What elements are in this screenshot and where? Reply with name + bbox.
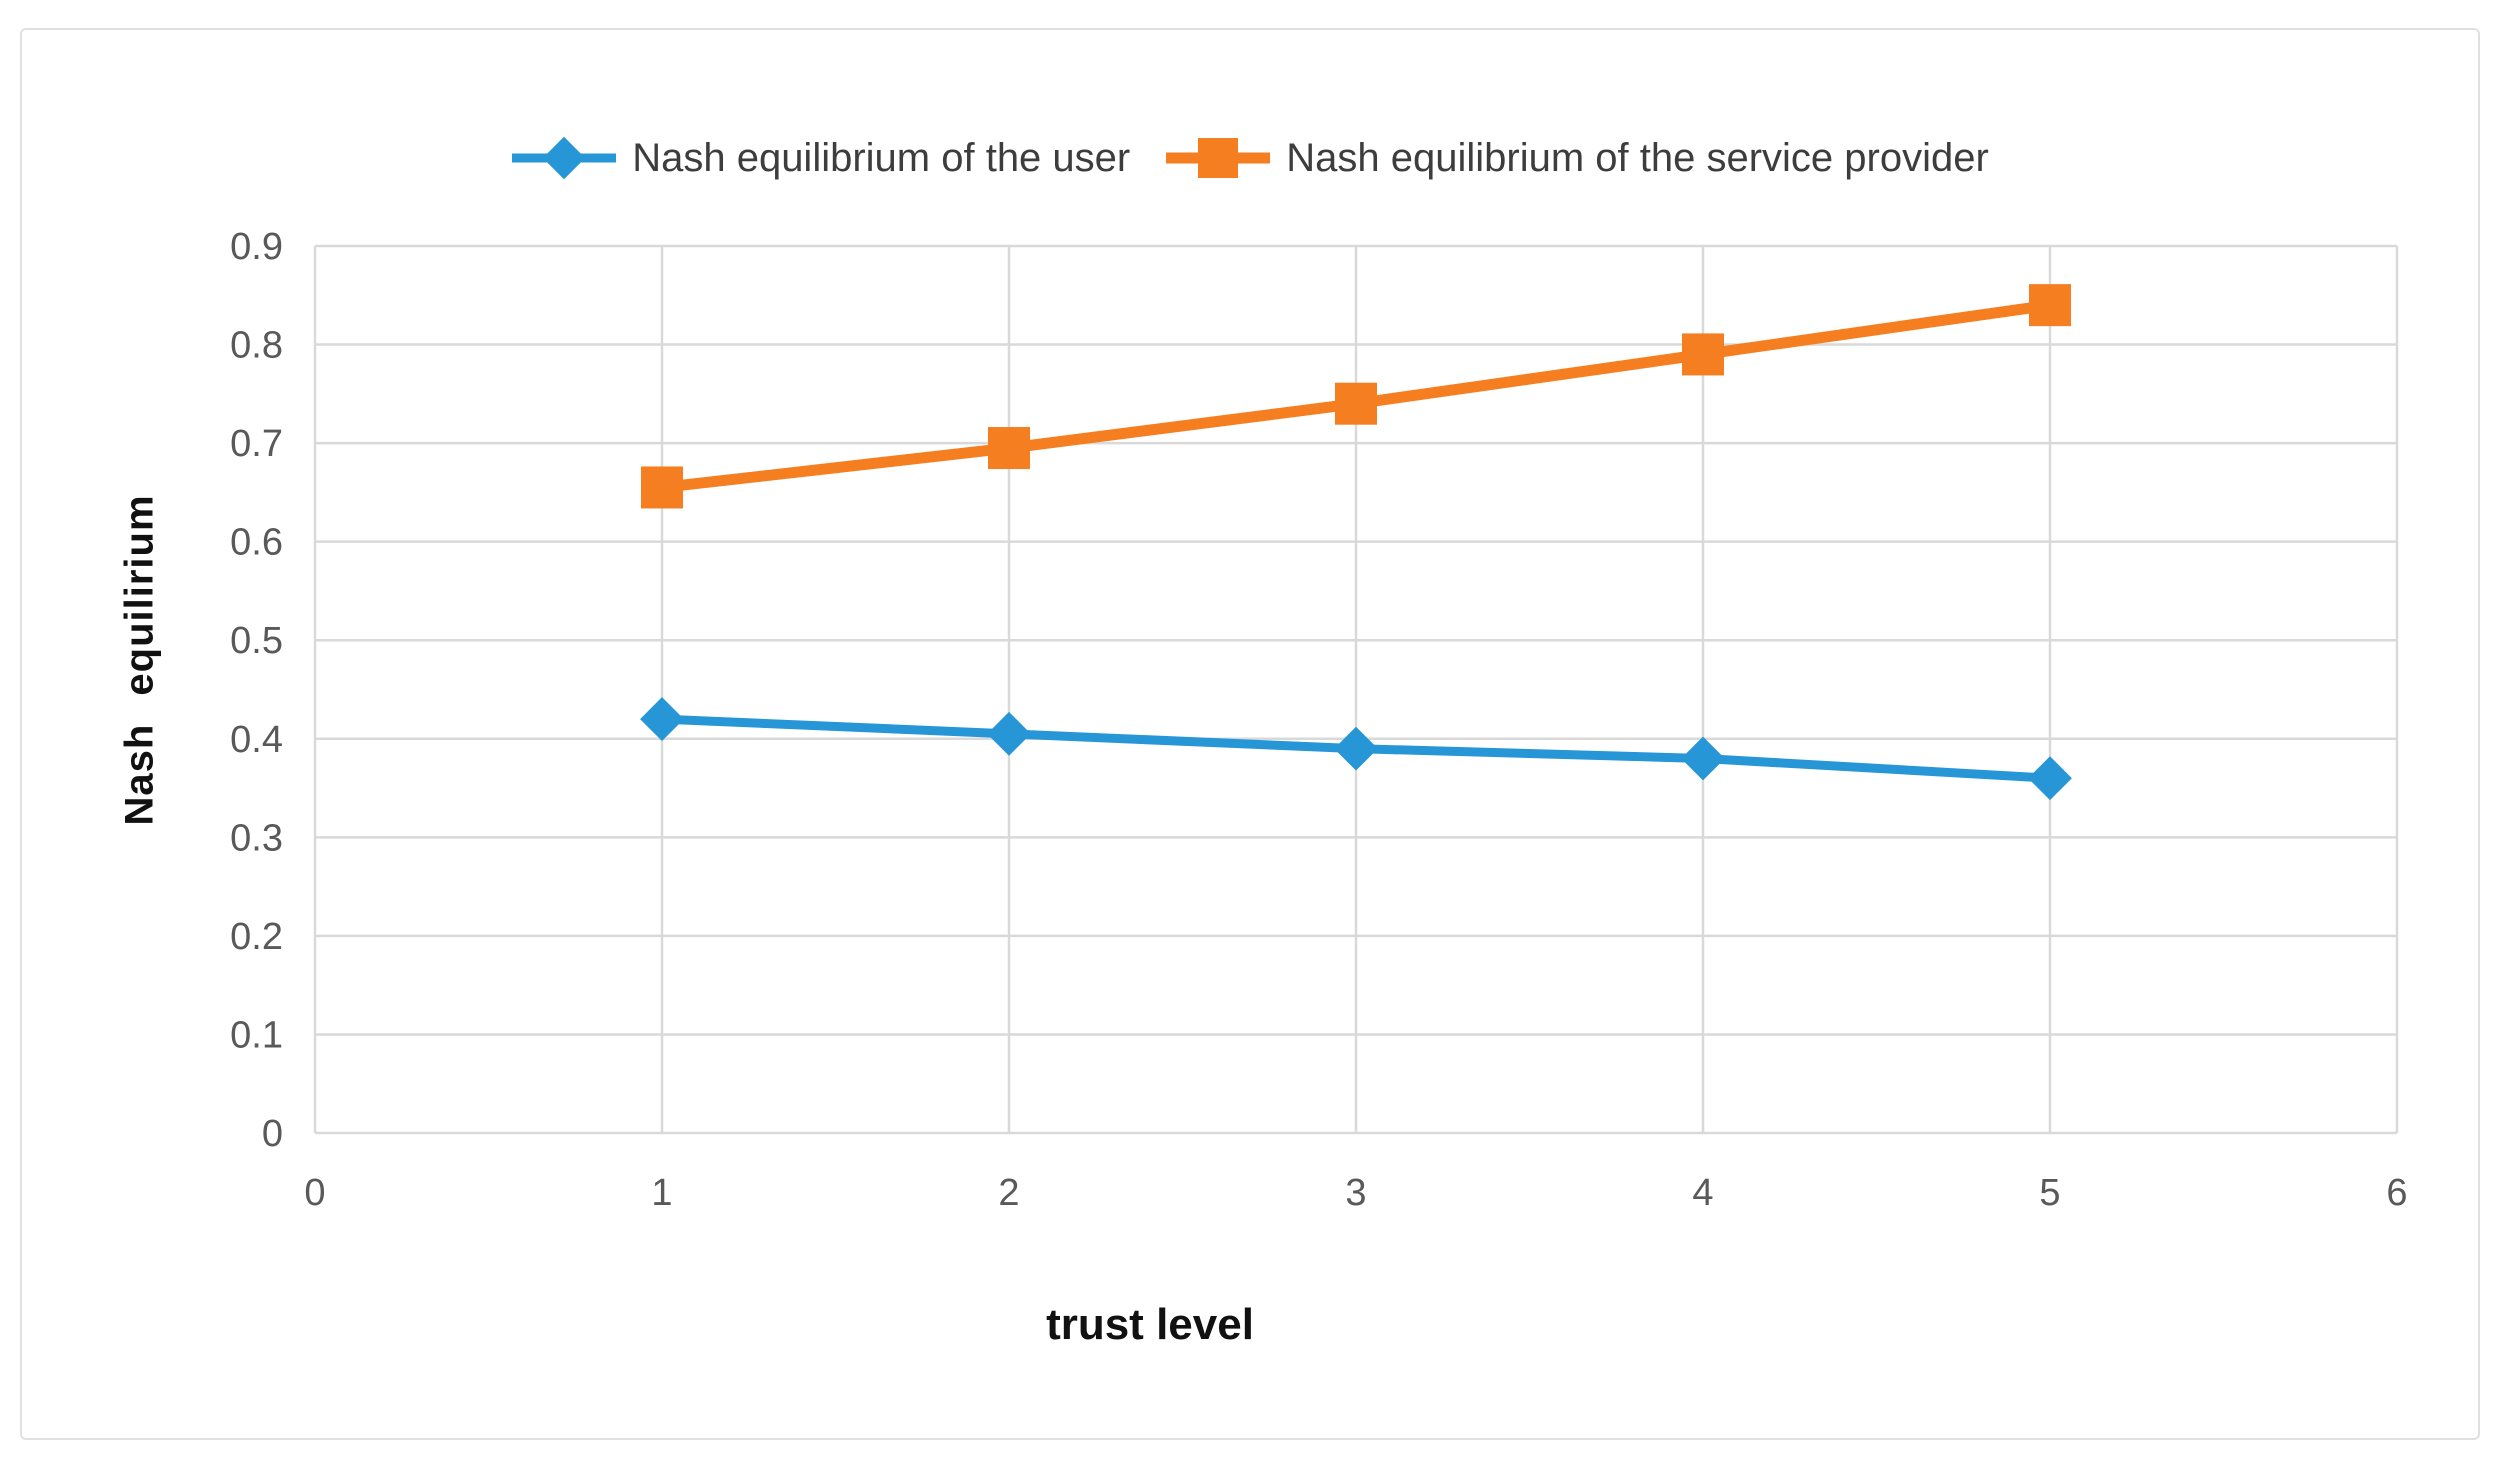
legend-item-service-provider: Nash equilibrium of the service provider (1166, 132, 1989, 184)
legend-label-user: Nash equilibrium of the user (632, 135, 1131, 180)
data-point-marker (987, 711, 1031, 756)
y-tick-label: 0 (262, 1113, 283, 1155)
data-point-marker (640, 697, 684, 741)
x-tick-label: 1 (651, 1172, 672, 1214)
y-tick-label: 0.5 (230, 620, 283, 662)
x-axis-title: trust level (1046, 1300, 1254, 1349)
line-diamond-marker-icon (512, 136, 617, 180)
data-point-marker (1334, 726, 1378, 771)
y-tick-label: 0.3 (230, 817, 283, 859)
data-point-marker (2029, 284, 2071, 327)
data-point-marker (641, 466, 683, 509)
data-point-marker (1682, 333, 1724, 376)
x-tick-label: 5 (2039, 1172, 2060, 1214)
legend-label-service-provider: Nash equilibrium of the service provider (1286, 135, 1989, 180)
y-tick-label: 0.2 (230, 916, 283, 958)
y-tick-label: 0.7 (230, 423, 283, 465)
y-axis-title: Nash equilirium (117, 494, 162, 826)
y-tick-label: 0.9 (230, 226, 283, 268)
line-square-marker-icon (1166, 138, 1271, 178)
data-point-marker (2028, 756, 2072, 801)
figure-border (20, 28, 2480, 1440)
x-tick-label: 6 (2386, 1172, 2407, 1214)
data-point-marker (988, 427, 1030, 470)
data-point-marker (1681, 736, 1725, 781)
x-tick-label: 4 (1692, 1172, 1713, 1214)
y-tick-label: 0.4 (230, 719, 283, 761)
legend-item-user: Nash equilibrium of the user (512, 132, 1130, 184)
x-tick-label: 2 (998, 1172, 1019, 1214)
x-tick-label: 0 (304, 1172, 325, 1214)
y-tick-label: 0.8 (230, 325, 283, 367)
data-point-marker (1335, 382, 1377, 425)
x-tick-label: 3 (1345, 1172, 1366, 1214)
y-tick-label: 0.1 (230, 1014, 283, 1056)
chart-legend: Nash equilibrium of the user Nash equili… (0, 132, 2501, 184)
y-tick-label: 0.6 (230, 522, 283, 564)
